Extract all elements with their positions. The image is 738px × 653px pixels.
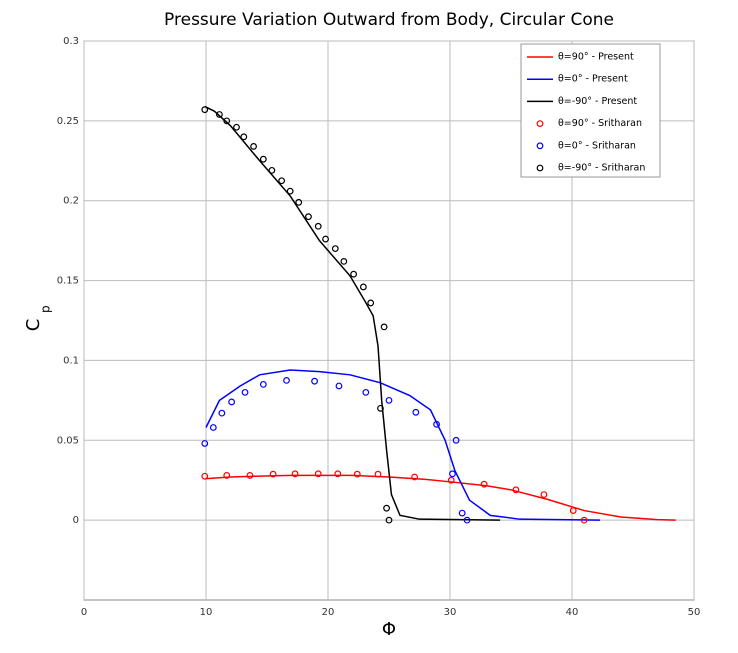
data-point — [458, 509, 466, 517]
data-point — [383, 504, 390, 512]
data-point — [223, 117, 231, 125]
x-tick-label: 50 — [688, 607, 701, 618]
data-point — [463, 516, 471, 524]
data-point — [412, 408, 420, 416]
legend-label: θ=90° - Present — [558, 52, 634, 63]
data-point — [295, 198, 303, 206]
data-point — [216, 111, 223, 118]
data-point — [201, 440, 209, 447]
data-point — [259, 155, 267, 163]
data-point — [380, 323, 388, 331]
y-tick-label: 0.05 — [57, 435, 79, 446]
data-point — [359, 283, 367, 291]
data-point — [268, 166, 276, 174]
data-point — [340, 258, 348, 265]
data-point — [335, 382, 343, 390]
x-axis-label: Φ — [382, 619, 396, 640]
x-tick-label: 40 — [566, 607, 579, 618]
data-point — [286, 187, 294, 195]
data-point — [269, 470, 277, 478]
data-point — [350, 270, 358, 278]
legend-label: θ=0° - Present — [558, 74, 628, 85]
data-point — [259, 380, 267, 388]
data-point — [540, 491, 548, 498]
data-point — [580, 516, 588, 524]
data-line — [205, 474, 676, 521]
legend-marker — [536, 164, 544, 172]
y-tick-label: 0 — [73, 515, 79, 526]
legend-box — [520, 43, 661, 178]
data-point — [569, 507, 577, 514]
data-point — [449, 470, 456, 478]
x-tick-label: 10 — [200, 607, 213, 618]
y-tick-label: 0.15 — [57, 276, 79, 287]
data-point — [377, 404, 384, 412]
legend-label: θ=90° - Sritharan — [558, 118, 642, 129]
data-point — [374, 470, 382, 478]
data-point — [314, 222, 322, 230]
x-tick-label: 20 — [322, 607, 335, 618]
x-tick-label: 0 — [81, 607, 87, 618]
data-point — [209, 424, 217, 431]
y-tick-label: 0.3 — [63, 36, 79, 47]
data-point — [334, 470, 342, 478]
y-tick-label: 0.25 — [57, 116, 79, 127]
legend-label: θ=-90° - Present — [558, 96, 637, 107]
data-point — [241, 388, 249, 396]
legend-label: θ=-90° - Sritharan — [558, 163, 645, 174]
data-point — [250, 143, 257, 150]
data-point — [411, 473, 419, 481]
data-point — [201, 106, 209, 114]
data-point — [480, 480, 488, 488]
y-axis-label-group: C p — [23, 305, 53, 331]
data-line — [204, 105, 501, 521]
y-axis-label: C — [23, 319, 44, 332]
data-point — [452, 436, 460, 444]
data-point — [291, 470, 299, 478]
data-point — [314, 470, 322, 478]
legend-label: θ=0° - Sritharan — [558, 140, 636, 151]
data-point — [305, 213, 312, 221]
data-point — [322, 235, 329, 243]
data-point — [433, 420, 440, 428]
data-point — [240, 133, 248, 141]
y-tick-label: 0.1 — [63, 355, 79, 366]
data-point — [447, 476, 455, 484]
data-point — [367, 299, 375, 307]
data-point — [362, 388, 370, 396]
data-point — [311, 377, 318, 385]
legend-marker — [536, 120, 544, 127]
chart-title: Pressure Variation Outward from Body, Ci… — [164, 10, 614, 30]
data-point — [512, 486, 520, 494]
data-point — [246, 472, 254, 479]
data-point — [228, 398, 236, 406]
data-point — [278, 177, 286, 185]
data-point — [201, 472, 209, 480]
legend-marker — [536, 142, 544, 150]
data-line — [205, 369, 601, 521]
x-tick-label: 30 — [444, 607, 457, 618]
data-point — [331, 245, 339, 253]
data-point — [223, 472, 231, 479]
data-point — [283, 376, 290, 384]
data-point — [233, 123, 240, 131]
y-tick-label: 0.2 — [63, 196, 79, 207]
data-point — [353, 470, 361, 478]
y-axis-label-subscript: p — [39, 305, 53, 313]
data-point — [385, 516, 393, 524]
data-point — [218, 409, 226, 417]
data-point — [385, 396, 393, 404]
